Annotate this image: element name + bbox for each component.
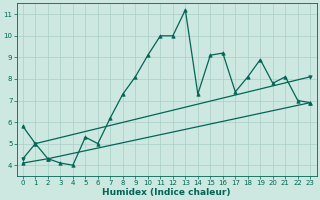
X-axis label: Humidex (Indice chaleur): Humidex (Indice chaleur) bbox=[102, 188, 231, 197]
